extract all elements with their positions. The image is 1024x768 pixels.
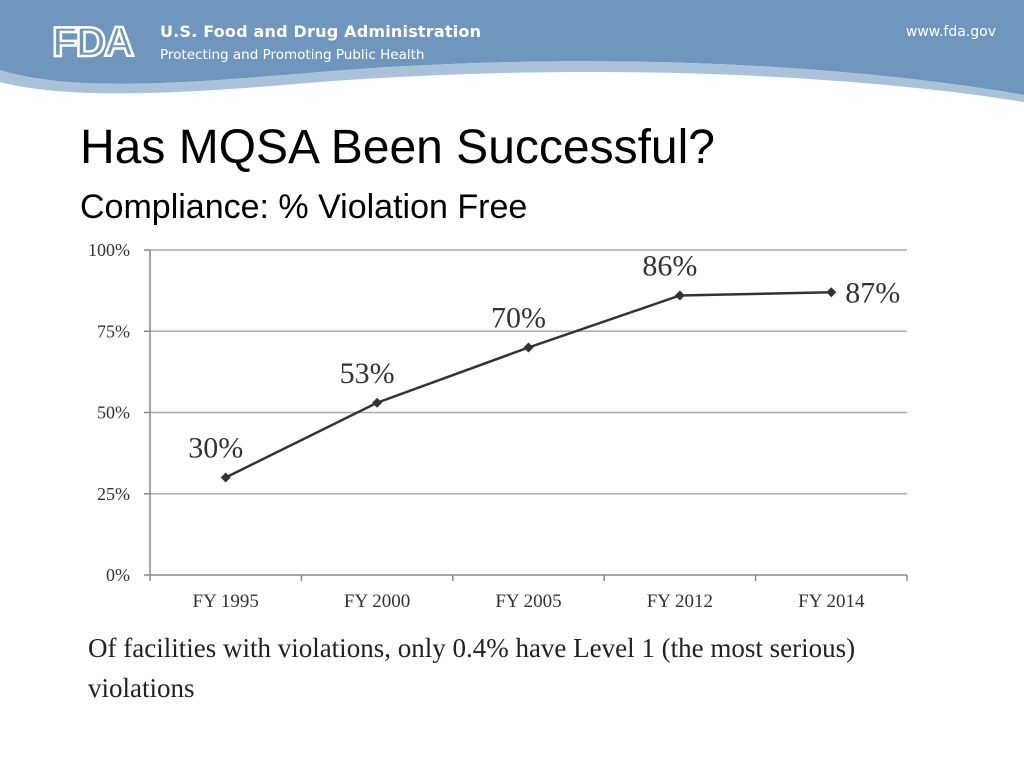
data-point xyxy=(220,472,231,483)
x-tick-label: FY 1995 xyxy=(193,591,259,612)
slide-title: Has MQSA Been Successful? xyxy=(80,121,715,174)
data-label: 86% xyxy=(642,250,697,283)
data-label: 53% xyxy=(340,357,395,390)
header-banner xyxy=(0,0,1024,102)
data-point xyxy=(826,287,837,298)
y-tick-label: 75% xyxy=(97,321,130,341)
data-label: 30% xyxy=(188,432,243,465)
x-tick-label: FY 2014 xyxy=(798,591,865,612)
agency-tagline: Protecting and Promoting Public Health xyxy=(160,47,425,63)
y-tick-label: 50% xyxy=(97,403,130,423)
data-label: 70% xyxy=(491,302,546,335)
x-tick-label: FY 2005 xyxy=(495,591,561,612)
agency-name: U.S. Food and Drug Administration xyxy=(160,22,482,41)
agency-block: U.S. Food and Drug Administration Protec… xyxy=(160,22,481,63)
data-point xyxy=(523,342,534,353)
fda-logo: FDA xyxy=(50,17,146,67)
y-tick-label: 100% xyxy=(88,240,130,260)
y-tick-label: 25% xyxy=(97,484,130,504)
x-tick-label: FY 2012 xyxy=(647,591,713,612)
y-tick-label: 0% xyxy=(106,565,130,585)
fda-logo-text: FDA xyxy=(52,18,134,62)
data-point xyxy=(372,397,383,408)
data-label: 87% xyxy=(845,276,900,309)
x-tick-label: FY 2000 xyxy=(344,591,410,612)
slide-subtitle: Compliance: % Violation Free xyxy=(80,188,528,226)
site-url[interactable]: www.fda.gov xyxy=(905,24,996,40)
data-point xyxy=(674,290,685,301)
line-chart: 0% 25% 50% 75% 100% FY 1995 FY 2000 FY 2005 FY 2… xyxy=(88,240,908,612)
footnote: Of facilities with violations, only 0.4%… xyxy=(88,633,856,703)
